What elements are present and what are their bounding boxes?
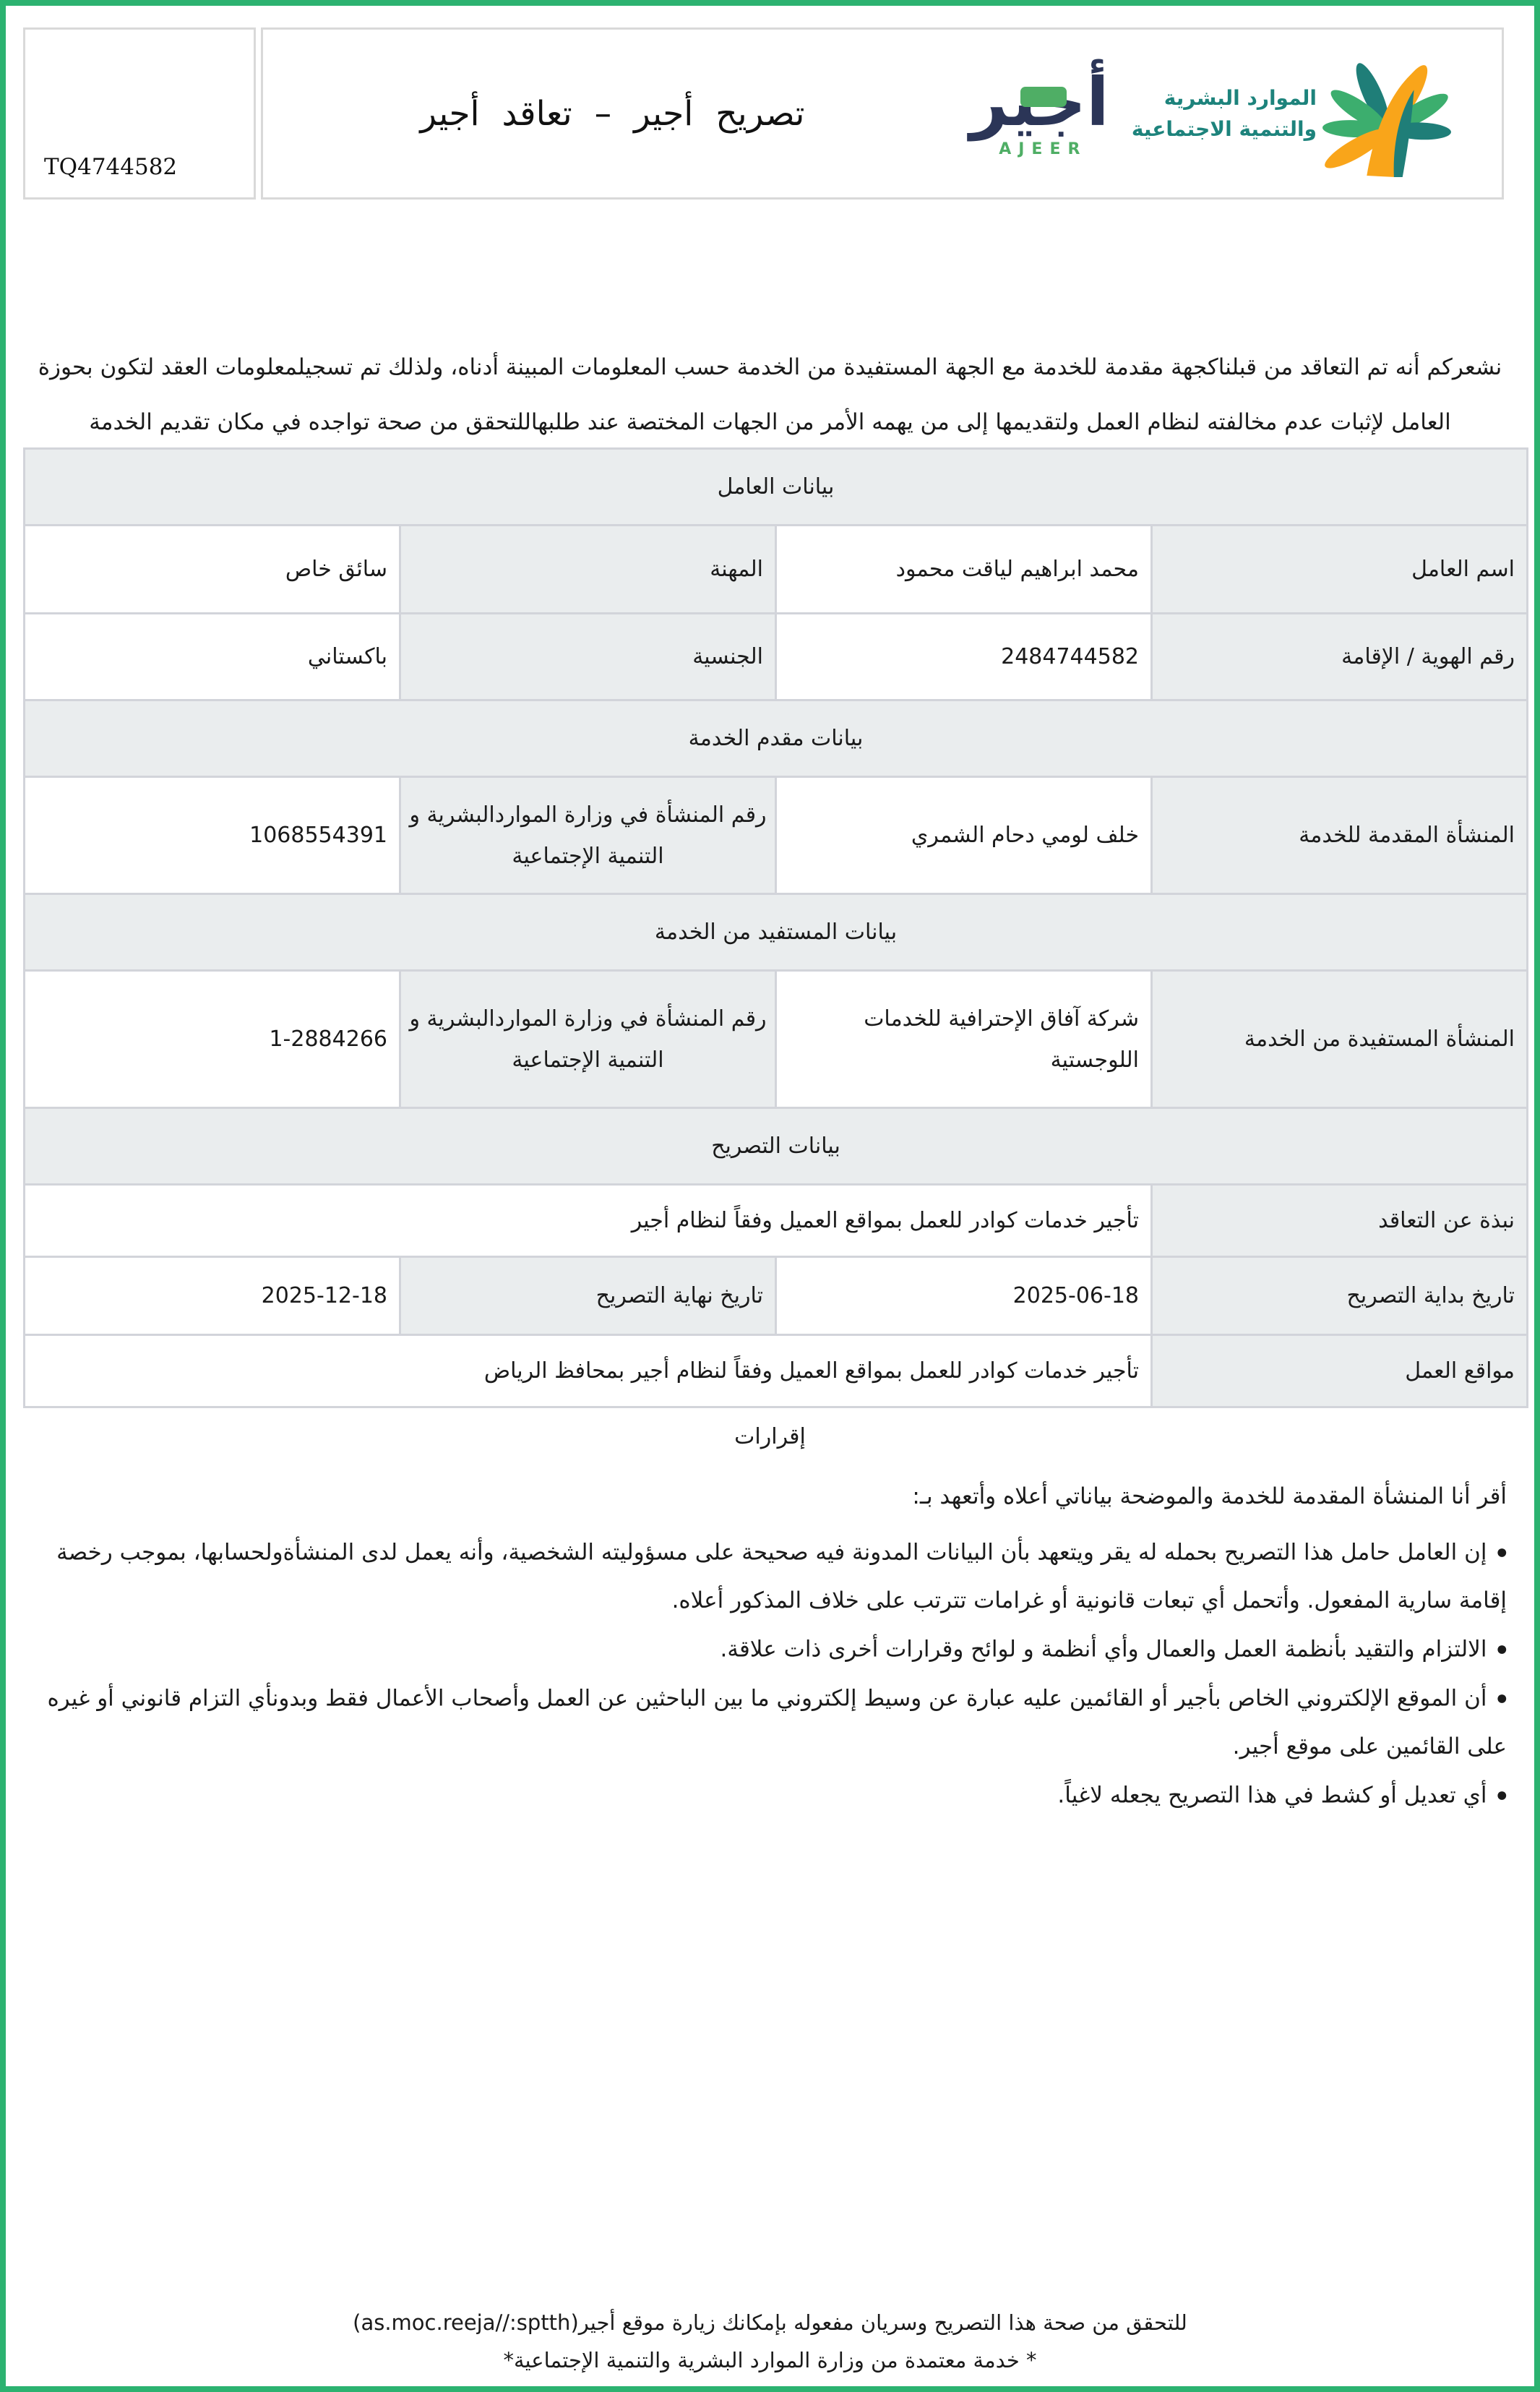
end-date-value: 2025-12-18 [23, 1256, 401, 1336]
ajeer-logo: أجير AJEER [969, 69, 1110, 158]
work-locations-value: تأجير خدمات كوادر للعمل بمواقع العميل وف… [23, 1334, 1153, 1408]
declarations-lead: أقر أنا المنشأة المقدمة للخدمة والموضحة … [912, 1483, 1507, 1509]
permit-number-box: TQ4744582 [23, 27, 256, 200]
start-date-value: 2025-06-18 [775, 1256, 1153, 1336]
nationality-value: باكستاني [23, 612, 401, 701]
ajeer-green-block-icon [1020, 86, 1067, 107]
table-row: رقم الهوية / الإقامة 2484744582 الجنسية … [23, 612, 1528, 701]
end-date-label: تاريخ نهاية التصريح [399, 1256, 777, 1336]
profession-value: سائق خاص [23, 524, 401, 614]
beneficiary-number-value: 1-2884266 [23, 969, 401, 1109]
beneficiary-number-label: رقم المنشأة في وزارة المواردالبشرية و ال… [399, 969, 777, 1109]
provider-number-label: رقم المنشأة في وزارة المواردالبشرية و ال… [399, 776, 777, 895]
permit-table: بيانات العامل اسم العامل محمد ابراهيم لي… [23, 447, 1528, 1408]
provider-name-value: خلف لومي دحام الشمري [775, 776, 1153, 895]
permit-number: TQ4744582 [44, 154, 178, 180]
contract-summary-label: نبذة عن التعاقد [1150, 1183, 1528, 1258]
ministry-name-line2: والتنمية الاجتماعية [1131, 117, 1317, 141]
section-title: بيانات التصريح [23, 1107, 1528, 1186]
section-header-permit: بيانات التصريح [23, 1107, 1528, 1186]
table-row: مواقع العمل تأجير خدمات كوادر للعمل بموا… [23, 1334, 1528, 1408]
ministry-name-line1: الموارد البشرية [1163, 85, 1317, 110]
id-number-label: رقم الهوية / الإقامة [1150, 612, 1528, 701]
ajeer-logo-english: AJEER [999, 140, 1088, 158]
ministry-logo: الموارد البشرية والتنمية الاجتماعية [1132, 43, 1451, 184]
table-row: اسم العامل محمد ابراهيم لياقت محمود المه… [23, 524, 1528, 614]
table-row: نبذة عن التعاقد تأجير خدمات كوادر للعمل … [23, 1183, 1528, 1258]
section-title: بيانات العامل [23, 447, 1528, 526]
section-header-provider: بيانات مقدم الخدمة [23, 699, 1528, 778]
worker-name-value: محمد ابراهيم لياقت محمود [775, 524, 1153, 614]
declaration-item: أن الموقع الإلكتروني الخاص بأجير أو القا… [33, 1674, 1507, 1771]
beneficiary-name-value: شركة آفاق الإحترافية للخدمات اللوجستية [775, 969, 1153, 1109]
header: TQ4744582 تصريح أجير – تعاقد أجير أجير A… [23, 27, 1504, 200]
table-row: المنشأة المستفيدة من الخدمة شركة آفاق ال… [23, 969, 1528, 1109]
start-date-label: تاريخ بداية التصريح [1150, 1256, 1528, 1336]
section-title: بيانات المستفيد من الخدمة [23, 893, 1528, 972]
section-header-beneficiary: بيانات المستفيد من الخدمة [23, 893, 1528, 972]
table-row: تاريخ بداية التصريح 2025-06-18 تاريخ نها… [23, 1256, 1528, 1336]
page-title: تصريح أجير – تعاقد أجير [420, 93, 805, 134]
work-locations-label: مواقع العمل [1150, 1334, 1528, 1408]
title-logo-box: تصريح أجير – تعاقد أجير أجير AJEER الموا… [261, 27, 1504, 200]
ministry-palm-icon [1322, 63, 1451, 178]
provider-number-value: 1068554391 [23, 776, 401, 895]
footer-approved-note: * خدمة معتمدة من وزارة الموارد البشرية و… [503, 2348, 1037, 2372]
declaration-item: الالتزام والتقيد بأنظمة العمل والعمال وأ… [33, 1625, 1507, 1673]
declaration-item: إن العامل حامل هذا التصريح بحمله له يقر … [33, 1528, 1507, 1625]
declaration-item: أي تعديل أو كشط في هذا التصريح يجعله لاغ… [33, 1771, 1507, 1819]
ministry-name: الموارد البشرية والتنمية الاجتماعية [1132, 82, 1317, 145]
beneficiary-name-label: المنشأة المستفيدة من الخدمة [1150, 969, 1528, 1109]
id-number-value: 2484744582 [775, 612, 1153, 701]
declarations-title: إقرارات [734, 1424, 806, 1449]
section-header-worker: بيانات العامل [23, 447, 1528, 526]
profession-label: المهنة [399, 524, 777, 614]
nationality-label: الجنسية [399, 612, 777, 701]
footer-verification-note: للتحقق من صحة هذا التصريح وسريان مفعوله … [353, 2310, 1187, 2335]
provider-name-label: المنشأة المقدمة للخدمة [1150, 776, 1528, 895]
declarations-list: إن العامل حامل هذا التصريح بحمله له يقر … [33, 1528, 1507, 1820]
intro-paragraph: نشعركم أنه تم التعاقد من قبلناكجهة مقدمة… [38, 354, 1502, 435]
table-row: المنشأة المقدمة للخدمة خلف لومي دحام الش… [23, 776, 1528, 895]
contract-summary-value: تأجير خدمات كوادر للعمل بمواقع العميل وف… [23, 1183, 1153, 1258]
section-title: بيانات مقدم الخدمة [23, 699, 1528, 778]
worker-name-label: اسم العامل [1150, 524, 1528, 614]
